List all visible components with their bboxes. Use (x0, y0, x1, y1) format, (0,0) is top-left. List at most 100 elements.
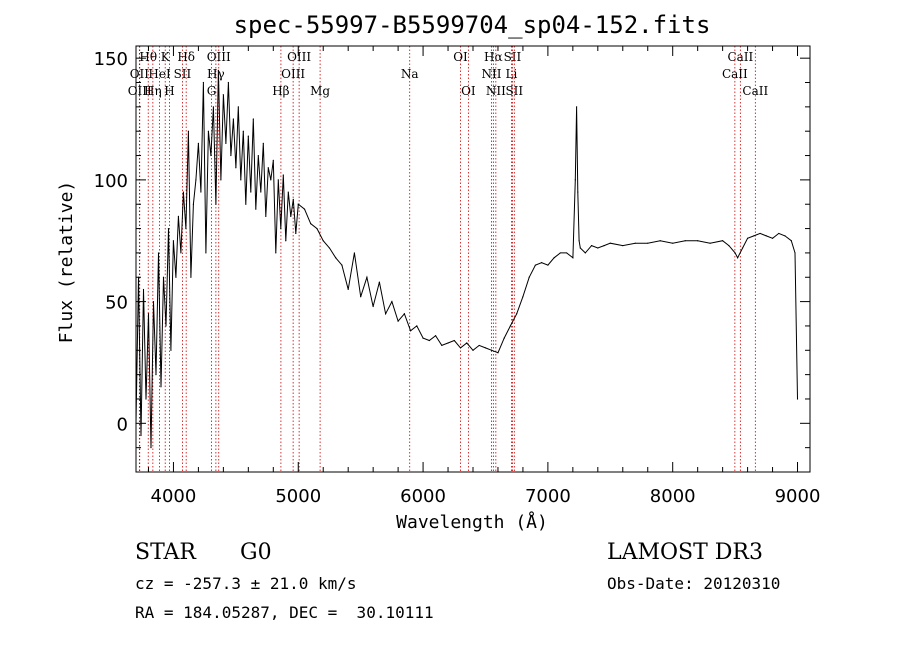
redshift-text: cz = -257.3 ± 21.0 km/s (135, 574, 357, 593)
flux-point (165, 325, 167, 327)
flux-point (372, 305, 374, 308)
flux-point (142, 288, 145, 291)
flux-point (572, 257, 574, 259)
spectral-line-label: Hδ (177, 50, 195, 64)
flux-point (574, 179, 576, 181)
spectral-line-label: OIII (281, 67, 305, 81)
flux-point (566, 252, 568, 254)
object-subclass: G0 (240, 540, 272, 565)
flux-point (553, 257, 555, 259)
x-tick-label: 5000 (275, 486, 321, 507)
flux-point (272, 159, 274, 162)
spectral-line-label: Na (401, 67, 419, 81)
flux-point (225, 142, 227, 144)
coordinates-text: RA = 184.05287, DEC = 30.10111 (135, 603, 434, 622)
flux-point (205, 252, 207, 254)
chart-title: spec-55997-B5599704_sp04-152.fits (234, 11, 711, 39)
flux-point (242, 130, 244, 132)
flux-point (277, 179, 279, 181)
flux-point (287, 191, 289, 193)
flux-point (328, 247, 331, 249)
flux-point (759, 232, 761, 235)
flux-point (202, 81, 204, 84)
flux-point (267, 167, 269, 169)
spectral-line-label: Hβ (272, 84, 289, 98)
flux-point (182, 191, 185, 193)
flux-point (771, 237, 774, 239)
flux-point (190, 276, 192, 278)
flux-point (385, 313, 387, 315)
flux-point (784, 235, 786, 237)
flux-point (753, 235, 755, 237)
flux-point (177, 215, 180, 217)
flux-point (185, 227, 187, 230)
flux-point (347, 288, 349, 291)
y-tick-label: 150 (94, 49, 128, 70)
spectral-line-label: H (164, 84, 174, 98)
flux-point (162, 276, 165, 278)
flux-point (292, 198, 294, 200)
x-tick-label: 6000 (400, 486, 446, 507)
flux-point (378, 281, 380, 283)
flux-point (282, 174, 284, 176)
flux-point (459, 347, 462, 349)
flux-point (316, 227, 318, 230)
flux-point (157, 252, 160, 254)
flux-point (584, 252, 586, 254)
spectral-line-label: SII (174, 67, 192, 81)
flux-point (217, 69, 219, 71)
flux-point (257, 154, 259, 157)
flux-point (597, 247, 599, 249)
flux-point (541, 262, 543, 264)
spectral-line-label: CaII (722, 67, 748, 81)
flux-point (428, 339, 430, 342)
flux-point (709, 242, 711, 244)
flux-point (790, 240, 792, 242)
spectral-line-label: CaII (742, 84, 768, 98)
flux-point (391, 301, 393, 303)
plot-frame (135, 45, 811, 473)
flux-point (728, 245, 730, 247)
flux-point (341, 264, 343, 266)
flux-point (472, 349, 474, 351)
spectral-line-label: OIII (207, 50, 231, 64)
flux-point (232, 118, 234, 120)
flux-point (353, 252, 356, 254)
flux-point (484, 347, 487, 349)
flux-point (516, 313, 518, 315)
y-tick-label: 50 (105, 293, 128, 314)
flux-point (578, 240, 580, 242)
flux-point (245, 203, 247, 205)
flux-point (303, 208, 306, 210)
flux-point (577, 191, 579, 193)
y-tick-label: 100 (94, 171, 128, 192)
x-axis-ticks: 4000 5000 6000 7000 8000 9000 (147, 46, 820, 507)
flux-point (207, 130, 209, 132)
y-tick-label: 0 (117, 414, 128, 435)
flux-point (260, 191, 262, 193)
flux-point (534, 264, 537, 266)
flux-point (441, 344, 443, 347)
x-tick-label: 8000 (650, 486, 696, 507)
flux-point (659, 240, 661, 242)
flux-point (734, 252, 736, 254)
spectral-line-label: SII (505, 84, 523, 98)
spectral-line-label: G (207, 84, 217, 98)
flux-point (227, 81, 229, 84)
flux-point (778, 232, 780, 235)
x-tick-label: 4000 (151, 486, 197, 507)
flux-point (195, 179, 197, 181)
flux-point (796, 398, 799, 400)
series-group (135, 69, 799, 449)
flux-point (453, 339, 455, 342)
flux-point (250, 191, 252, 193)
spectral-line-label: Hη (144, 84, 162, 98)
flux-point (722, 240, 724, 242)
spectral-line-label: Mg (310, 84, 330, 98)
spectral-line-label: Hθ (139, 50, 157, 64)
flux-point (147, 313, 150, 315)
obs-date-text: Obs-Date: 20120310 (607, 574, 781, 593)
flux-point (547, 264, 549, 266)
